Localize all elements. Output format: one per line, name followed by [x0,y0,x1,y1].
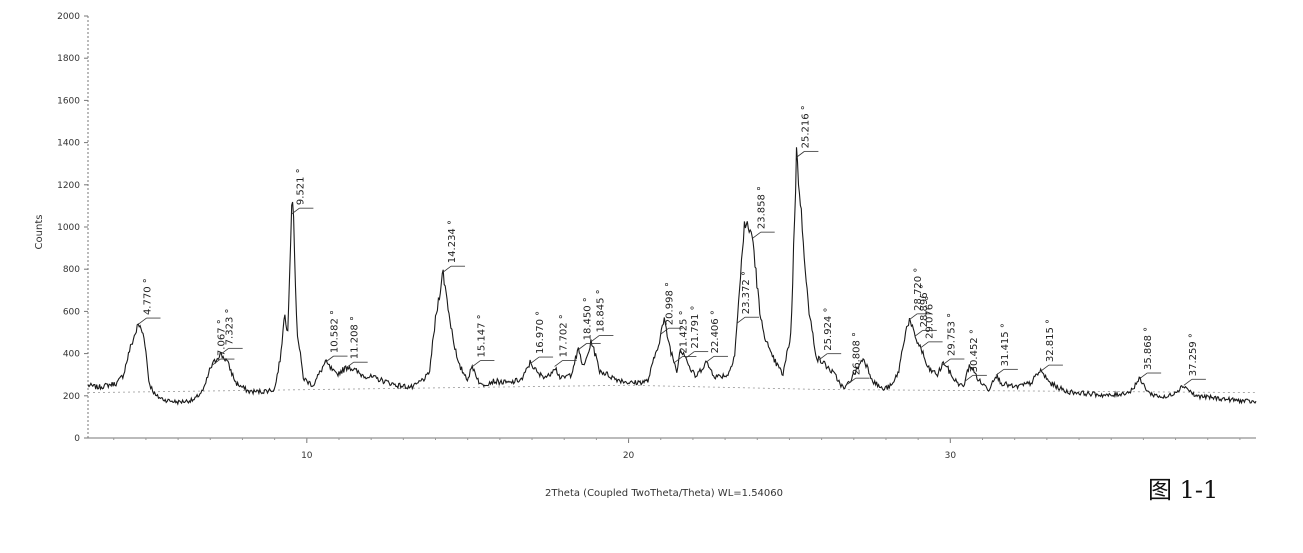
x-ticks: 10 20 30 [114,438,1240,461]
peak-leader [915,330,923,336]
peak-leader [472,361,480,367]
peak-marker: 25.924 ° [819,308,841,360]
axes [88,16,1256,438]
peak-marker: 17.702 ° [555,314,577,366]
peak-marker: 16.970 ° [531,311,553,363]
peak-leader [909,314,917,320]
peak-label: 23.858 ° [757,186,768,229]
peak-label: 4.770 ° [143,278,154,315]
peak-marker: 14.234 ° [443,220,465,272]
peak-leader [531,357,539,363]
peak-label: 30.452 ° [969,329,980,372]
peak-label: 25.216 ° [800,105,811,148]
peak-leader [737,317,745,323]
peak-leader [443,266,451,272]
peak-label: 37.259 ° [1188,333,1199,376]
figure-caption: 图 1-1 [1148,470,1218,505]
peak-marker: 18.845 ° [591,289,613,341]
peak-marker: 32.815 ° [1041,319,1063,371]
peak-marker: 35.868 ° [1139,327,1161,379]
peak-marker: 23.372 ° [737,271,759,323]
y-tick-label: 600 [63,307,80,317]
y-ticks: 0 200 400 600 800 1000 1200 1400 1600 1800 2000 [57,12,88,444]
peak-label: 26.808 ° [852,332,863,375]
peak-marker: 29.076 ° [921,296,943,348]
y-tick-label: 1200 [57,181,80,191]
peak-label: 29.076 ° [925,296,936,339]
peak-leader [921,342,929,348]
peak-label: 14.234 ° [447,220,458,263]
peak-label: 23.372 ° [741,271,752,314]
y-tick-label: 200 [63,392,80,402]
peak-marker: 21.791 ° [686,305,708,357]
y-tick-label: 1000 [57,223,80,233]
y-tick-label: 400 [63,350,80,360]
peak-marker: 22.406 ° [706,310,728,362]
y-tick-label: 1400 [57,139,80,149]
background-baseline [88,385,1256,392]
peak-marker: 26.808 ° [848,332,870,384]
peak-leader [706,356,714,362]
peak-marker: 25.216 ° [796,105,818,157]
x-tick-label: 10 [301,451,313,461]
peak-marker: 11.208 ° [346,316,368,368]
peak-label: 21.425 ° [678,310,689,353]
y-tick-label: 2000 [57,12,80,22]
peak-label: 16.970 ° [535,311,546,354]
peak-label: 21.791 ° [690,305,701,348]
peak-label: 25.924 ° [823,308,834,351]
peak-leader [796,151,804,157]
peak-label: 18.450 ° [583,297,594,340]
peak-label: 15.147 ° [476,314,487,357]
peak-leader [555,360,563,366]
peak-label: 31.415 ° [1000,323,1011,366]
peak-leader [1041,365,1049,371]
x-tick-label: 20 [623,451,635,461]
peak-marker: 4.770 ° [139,278,161,324]
peak-marker: 23.858 ° [753,186,775,238]
peak-leader [996,369,1004,375]
peak-leader [1139,373,1147,379]
peak-marker: 15.147 ° [472,314,494,366]
peak-leader [1184,379,1192,385]
peak-marker: 29.753 ° [942,313,964,365]
y-tick-label: 800 [63,265,80,275]
peak-label: 11.208 ° [350,316,361,359]
x-tick-label: 30 [945,451,957,461]
peak-label: 20.998 ° [665,282,676,325]
peak-label: 10.582 ° [330,310,341,353]
y-axis-title: Counts [34,215,45,250]
peak-leader [753,232,761,238]
peak-label: 22.406 ° [710,310,721,353]
peak-label: 32.815 ° [1045,319,1056,362]
peak-marker: 9.521 ° [291,168,313,214]
peak-label: 7.323 ° [225,309,236,346]
peak-marker: 10.582 ° [326,310,348,362]
peak-leader [819,354,827,360]
peak-leader [139,318,147,324]
peak-label: 18.845 ° [595,289,606,332]
peak-marker: 31.415 ° [996,323,1018,375]
peak-label: 9.521 ° [295,168,306,205]
peak-leader [579,343,587,349]
y-tick-label: 1600 [57,96,80,106]
y-tick-label: 1800 [57,54,80,64]
peak-marker: 37.259 ° [1184,333,1206,385]
peak-label: 35.868 ° [1143,327,1154,370]
x-axis-title: 2Theta (Coupled TwoTheta/Theta) WL=1.540… [545,488,783,499]
peak-leader [326,356,334,362]
y-tick-label: 0 [74,434,80,444]
peak-label: 29.753 ° [946,313,957,356]
series-line [88,147,1256,404]
peak-label: 17.702 ° [559,314,570,357]
